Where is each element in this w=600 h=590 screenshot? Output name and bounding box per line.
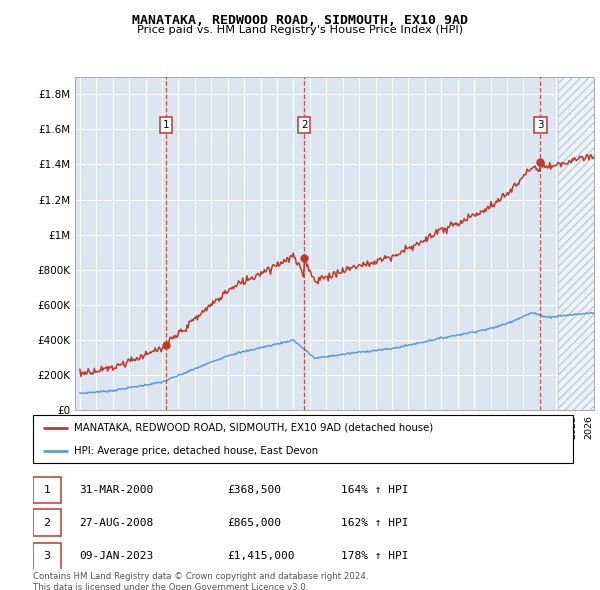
Text: 31-MAR-2000: 31-MAR-2000 xyxy=(79,485,153,495)
Text: 1: 1 xyxy=(44,485,50,495)
FancyBboxPatch shape xyxy=(33,509,61,536)
Text: 162% ↑ HPI: 162% ↑ HPI xyxy=(341,518,408,528)
Text: 27-AUG-2008: 27-AUG-2008 xyxy=(79,518,153,528)
Text: 2: 2 xyxy=(301,120,307,130)
Text: 164% ↑ HPI: 164% ↑ HPI xyxy=(341,485,408,495)
FancyBboxPatch shape xyxy=(33,415,573,463)
FancyBboxPatch shape xyxy=(33,543,61,570)
Text: 178% ↑ HPI: 178% ↑ HPI xyxy=(341,552,408,562)
Text: MANATAKA, REDWOOD ROAD, SIDMOUTH, EX10 9AD: MANATAKA, REDWOOD ROAD, SIDMOUTH, EX10 9… xyxy=(132,14,468,27)
Text: £368,500: £368,500 xyxy=(227,485,281,495)
Text: 3: 3 xyxy=(537,120,544,130)
Text: 09-JAN-2023: 09-JAN-2023 xyxy=(79,552,153,562)
Text: Price paid vs. HM Land Registry's House Price Index (HPI): Price paid vs. HM Land Registry's House … xyxy=(137,25,463,35)
FancyBboxPatch shape xyxy=(33,477,61,503)
Text: HPI: Average price, detached house, East Devon: HPI: Average price, detached house, East… xyxy=(74,446,317,456)
Text: £1,415,000: £1,415,000 xyxy=(227,552,295,562)
Text: 1: 1 xyxy=(163,120,169,130)
Text: Contains HM Land Registry data © Crown copyright and database right 2024.
This d: Contains HM Land Registry data © Crown c… xyxy=(33,572,368,590)
Text: MANATAKA, REDWOOD ROAD, SIDMOUTH, EX10 9AD (detached house): MANATAKA, REDWOOD ROAD, SIDMOUTH, EX10 9… xyxy=(74,423,433,433)
Text: £865,000: £865,000 xyxy=(227,518,281,528)
Text: 3: 3 xyxy=(44,552,50,562)
Text: 2: 2 xyxy=(43,518,50,528)
